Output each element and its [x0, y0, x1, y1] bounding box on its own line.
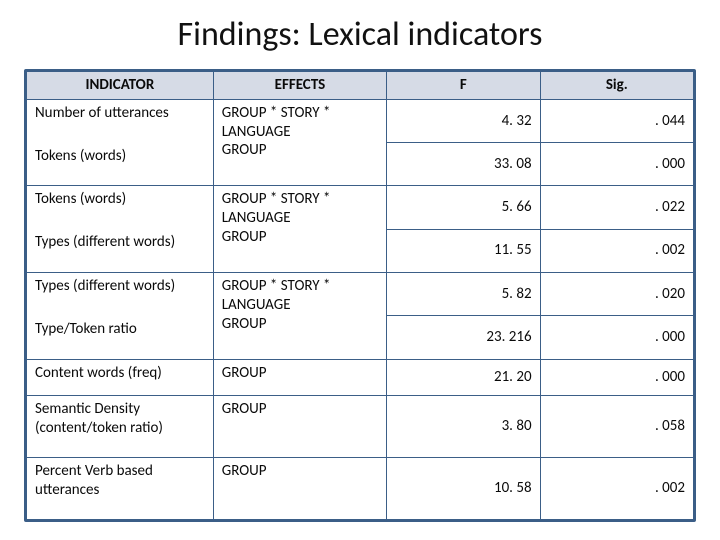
col-header-indicator: INDICATOR — [27, 72, 214, 100]
cell-indicator: Types (different words) — [27, 229, 214, 272]
cell-f: 23. 216 — [387, 316, 540, 359]
table-row: Number of utterances GROUP * STORY * LAN… — [27, 99, 694, 142]
cell-f: 11. 55 — [387, 229, 540, 272]
table-row: Content words (freq) GROUP 21. 20 . 000 — [27, 359, 694, 396]
cell-effects: GROUP * STORY * LANGUAGE GROUP — [213, 273, 386, 360]
col-header-effects: EFFECTS — [213, 72, 386, 100]
cell-f: 33. 08 — [387, 143, 540, 186]
cell-f: 10. 58 — [387, 458, 540, 520]
slide: Findings: Lexical indicators INDICATOR E… — [0, 0, 720, 540]
cell-indicator: Tokens (words) — [27, 143, 214, 186]
cell-indicator: Types (different words) — [27, 273, 214, 316]
cell-indicator: Percent Verb based utterances — [27, 458, 214, 520]
cell-sig: . 020 — [540, 273, 693, 316]
cell-effects: GROUP — [213, 396, 386, 458]
cell-sig: . 000 — [540, 359, 693, 396]
table-header-row: INDICATOR EFFECTS F Sig. — [27, 72, 694, 100]
cell-sig: . 022 — [540, 186, 693, 229]
cell-indicator: Number of utterances — [27, 99, 214, 142]
cell-f: 4. 32 — [387, 99, 540, 142]
cell-f: 5. 66 — [387, 186, 540, 229]
cell-indicator: Content words (freq) — [27, 359, 214, 396]
cell-f: 21. 20 — [387, 359, 540, 396]
cell-sig: . 058 — [540, 396, 693, 458]
cell-f: 5. 82 — [387, 273, 540, 316]
cell-effects: GROUP — [213, 458, 386, 520]
cell-sig: . 000 — [540, 316, 693, 359]
col-header-f: F — [387, 72, 540, 100]
cell-sig: . 000 — [540, 143, 693, 186]
table-row: Semantic Density (content/token ratio) G… — [27, 396, 694, 458]
cell-sig: . 044 — [540, 99, 693, 142]
col-header-sig: Sig. — [540, 72, 693, 100]
table-container: INDICATOR EFFECTS F Sig. Number of utter… — [24, 69, 696, 522]
cell-indicator: Semantic Density (content/token ratio) — [27, 396, 214, 458]
table-row: Types (different words) GROUP * STORY * … — [27, 273, 694, 316]
cell-effects: GROUP — [213, 359, 386, 396]
findings-table: INDICATOR EFFECTS F Sig. Number of utter… — [26, 71, 694, 520]
cell-f: 3. 80 — [387, 396, 540, 458]
cell-sig: . 002 — [540, 458, 693, 520]
table-row: Percent Verb based utterances GROUP 10. … — [27, 458, 694, 520]
cell-sig: . 002 — [540, 229, 693, 272]
cell-effects: GROUP * STORY * LANGUAGE GROUP — [213, 99, 386, 186]
page-title: Findings: Lexical indicators — [24, 14, 696, 55]
cell-indicator: Tokens (words) — [27, 186, 214, 229]
table-body: Number of utterances GROUP * STORY * LAN… — [27, 99, 694, 519]
cell-effects: GROUP * STORY * LANGUAGE GROUP — [213, 186, 386, 273]
table-row: Tokens (words) GROUP * STORY * LANGUAGE … — [27, 186, 694, 229]
cell-indicator: Type/Token ratio — [27, 316, 214, 359]
